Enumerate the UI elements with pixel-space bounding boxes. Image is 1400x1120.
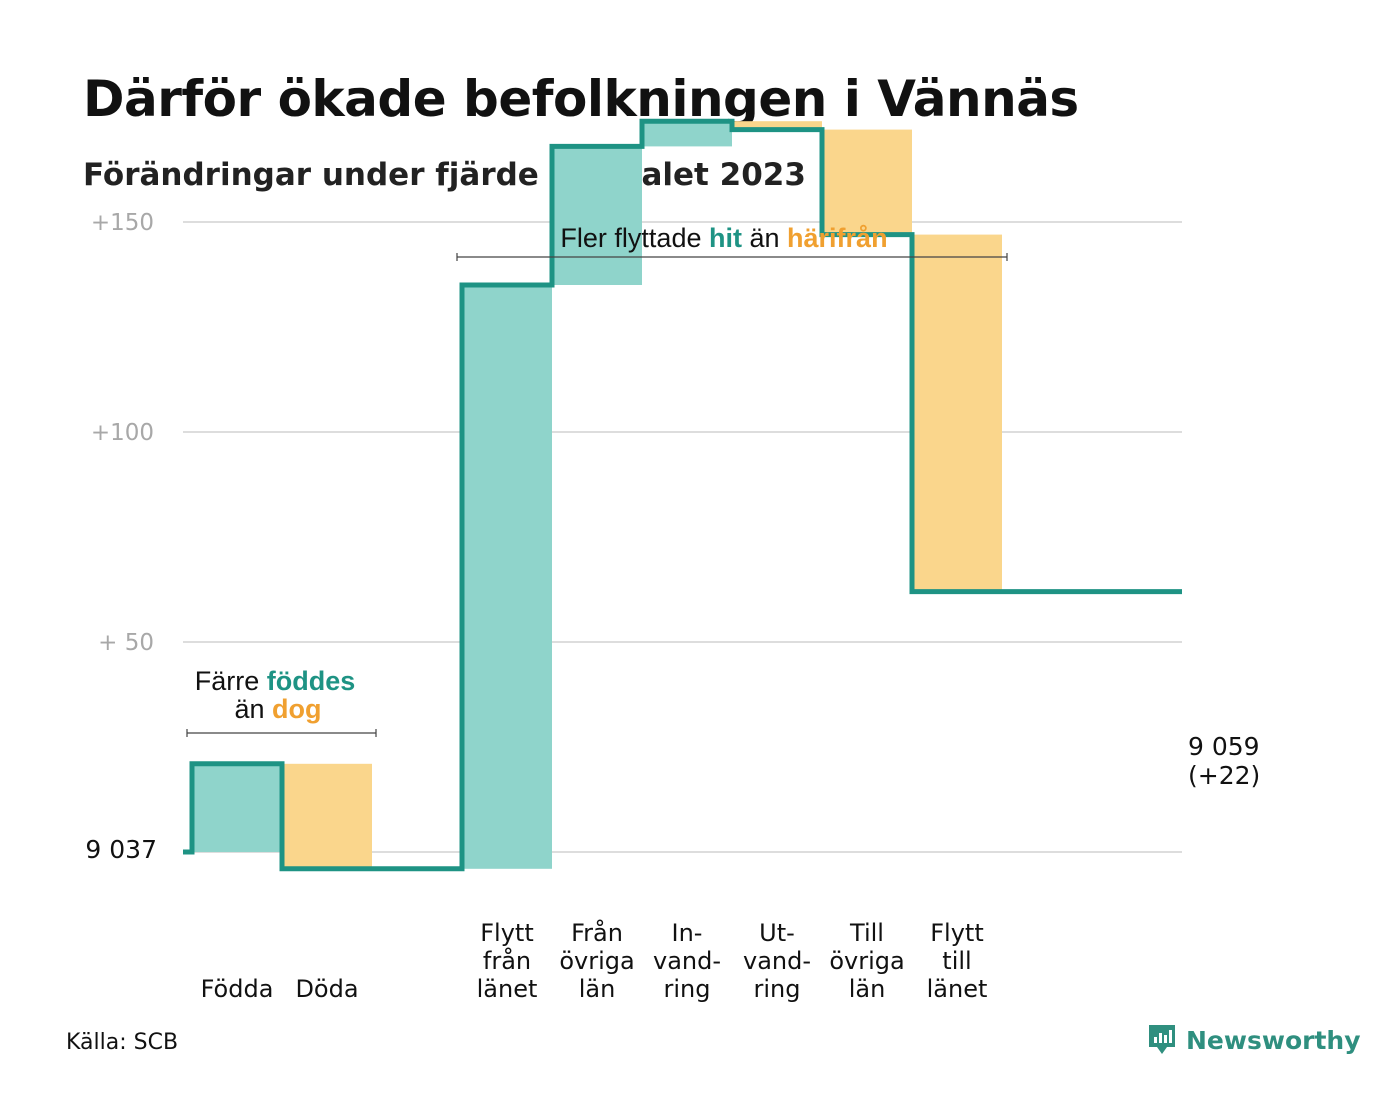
chart-logo-icon [1149, 1025, 1175, 1054]
category-label-3-2: län [579, 975, 616, 1003]
category-label-6-1: övriga [829, 947, 904, 975]
birth-annotation-an: än [234, 694, 272, 724]
bar-4 [642, 121, 732, 147]
migration-annotation: Fler flyttade hit än härifrån [560, 223, 887, 253]
category-label-0-0: Födda [201, 975, 274, 1003]
bars [192, 121, 1002, 869]
category-label-5-2: ring [754, 975, 801, 1003]
chart-subtitle: Förändringar under fjärde kvartalet 2023 [83, 157, 806, 193]
category-label-7-0: Flytt [930, 919, 984, 947]
bar-0 [192, 763, 282, 852]
migration-annotation-hit: hit [709, 223, 742, 253]
category-label-3-1: övriga [559, 947, 634, 975]
birth-annotation-foddes: föddes [267, 666, 356, 696]
y-tick-label-150: +150 [91, 210, 154, 236]
birth-annotation-line1: Färre föddes [195, 666, 356, 696]
brand-logo: Newsworthy [1146, 1022, 1361, 1058]
end-value-label-1: 9 059 [1188, 732, 1260, 761]
category-label-4-2: ring [664, 975, 711, 1003]
birth-annotation-line2: än dog [234, 694, 321, 724]
y-tick-label-100: +100 [91, 420, 154, 446]
migration-annotation-fler: Fler flyttade [560, 223, 709, 253]
category-label-5-1: vand- [743, 947, 811, 975]
start-value-label: 9 037 [85, 835, 157, 864]
category-label-2-0: Flytt [480, 919, 534, 947]
annotations: Färre föddes än dog Fler flyttade hit än… [186, 223, 1008, 737]
category-label-6-0: Till [849, 919, 884, 947]
category-label-3-0: Från [571, 918, 623, 947]
category-label-2-2: länet [477, 975, 538, 1003]
category-label-7-1: till [942, 947, 971, 975]
chart-title: Därför ökade befolkningen i Vännäs [83, 70, 1079, 128]
bar-2 [462, 285, 552, 869]
migration-annotation-an: än [742, 223, 787, 253]
bar-1 [282, 763, 372, 869]
bar-7 [912, 234, 1002, 592]
category-labels: Födda DödaFlyttfrånlänetFrånövrigalänIn-v… [201, 918, 988, 1003]
category-label-5-0: Ut- [759, 919, 795, 947]
source-note: Källa: SCB [66, 1030, 179, 1055]
category-label-4-0: In- [672, 919, 703, 947]
bar-6 [822, 129, 912, 235]
step-line [183, 118, 1182, 872]
bar-3 [552, 146, 642, 285]
category-label-7-2: länet [927, 975, 988, 1003]
birth-annotation-dog: dog [272, 694, 321, 724]
category-label-2-1: från [483, 946, 531, 975]
brand-name: Newsworthy [1186, 1025, 1361, 1055]
migration-annotation-harifran: härifrån [787, 223, 888, 253]
end-value-label-2: (+22) [1188, 761, 1260, 790]
birth-annotation-farre: Färre [195, 666, 267, 696]
gridlines [183, 221, 1182, 853]
category-label-1-0: Döda [295, 975, 358, 1003]
category-label-6-2: län [849, 975, 886, 1003]
category-label-4-1: vand- [653, 947, 721, 975]
y-tick-label-50: + 50 [98, 630, 154, 656]
y-tick-labels: + 50 +100 +150 [91, 210, 154, 656]
bar-5 [732, 121, 822, 130]
